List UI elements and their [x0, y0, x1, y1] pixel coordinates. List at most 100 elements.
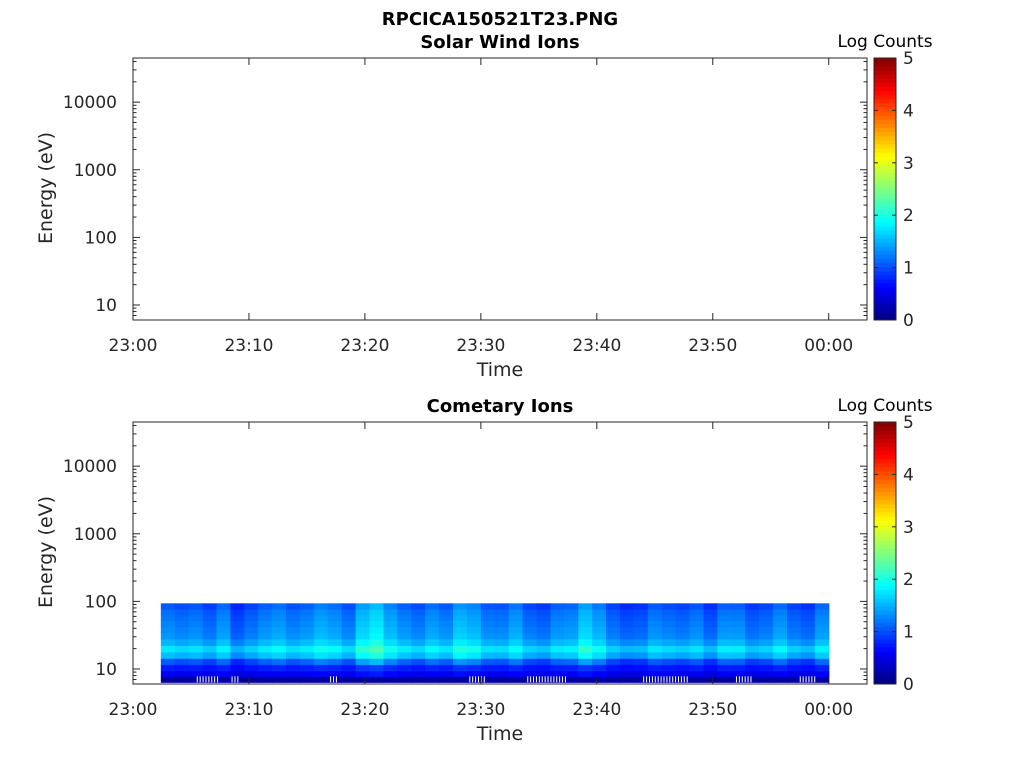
heatmap-cell [425, 645, 440, 653]
colorbar-segment [874, 164, 896, 169]
heatmap-cell [216, 658, 232, 665]
colorbar-tick-label: 4 [903, 101, 914, 121]
heatmap-cell [578, 603, 593, 610]
colorbar-segment [874, 152, 896, 157]
heatmap-cell [286, 626, 301, 634]
data-gap-mark [799, 676, 801, 683]
colorbar-segment [874, 524, 896, 529]
heatmap-cell [786, 658, 802, 665]
heatmap-cell [341, 645, 357, 653]
heatmap-cell [188, 664, 204, 672]
colorbar-tick-label: 1 [903, 623, 914, 643]
y-tick-label: 10000 [63, 93, 117, 113]
colorbar-segment [874, 618, 896, 623]
colorbar-segment [874, 569, 896, 574]
heatmap-cell [773, 603, 788, 610]
heatmap-cell [717, 645, 732, 653]
heatmap-cell [327, 670, 343, 678]
colorbar-segment [874, 156, 896, 161]
heatmap-cell [689, 632, 705, 640]
heatmap-cell [494, 670, 510, 678]
heatmap-cell [703, 658, 719, 665]
heatmap-cell [508, 651, 524, 659]
heatmap-cell [480, 609, 496, 616]
heatmap-cell [397, 676, 412, 683]
y-tick-label: 10000 [63, 457, 117, 477]
heatmap-cell [592, 651, 607, 659]
heatmap-cell [550, 664, 565, 672]
heatmap-cell [299, 620, 315, 628]
heatmap-cell [369, 614, 385, 621]
data-gap-mark [477, 676, 479, 683]
heatmap-cell [675, 614, 691, 621]
heatmap-cell [160, 676, 176, 683]
heatmap-cell [244, 638, 259, 646]
heatmap-cell [272, 651, 287, 659]
heatmap-cell [661, 651, 677, 659]
colorbar-tick-label: 0 [903, 675, 914, 695]
data-gap-mark [643, 676, 645, 683]
data-gap-mark [738, 676, 740, 683]
colorbar-frame [873, 57, 897, 321]
colorbar-segment [874, 536, 896, 542]
heatmap-cell [202, 645, 218, 653]
y-tick-label: 1000 [74, 161, 117, 181]
heatmap-cell [717, 676, 732, 683]
colorbar-segment [874, 462, 896, 468]
heatmap-cell [814, 676, 830, 683]
colorbar-segment [874, 438, 896, 443]
heatmap-cell [411, 658, 426, 665]
heatmap-cell [202, 664, 218, 672]
heatmap-cell [230, 670, 245, 678]
heatmap-cell [383, 626, 398, 634]
heatmap-cell [202, 609, 218, 616]
x-axis-label: Time [476, 723, 524, 745]
heatmap-cell [606, 664, 621, 672]
heatmap-cell [759, 670, 774, 678]
heatmap-cell [689, 626, 705, 634]
solar-wind-panel: Solar Wind Ions 23:00 23:10 23:20 23:30 23:4… [35, 32, 933, 381]
heatmap-cell [689, 676, 705, 683]
plot-area: 23:00 23:10 23:20 23:30 23:40 23:50 00:00 10 100… [63, 421, 868, 720]
data-gap-mark [741, 676, 743, 683]
colorbar-segment [874, 86, 896, 92]
heatmap-cell [731, 664, 746, 672]
colorbar-segment [874, 119, 896, 124]
heatmap-cell [258, 620, 273, 628]
heatmap-cell [299, 645, 315, 653]
colorbar-segment [874, 62, 896, 67]
heatmap-cell [327, 620, 343, 628]
heatmap-cell [606, 651, 621, 659]
heatmap-cell [258, 670, 273, 678]
heatmap-cell [647, 620, 663, 628]
heatmap-cell [453, 664, 468, 672]
heatmap-cell [466, 632, 482, 640]
heatmap-cell [578, 664, 593, 672]
heatmap-cell [383, 632, 398, 640]
heatmap-cell [745, 609, 760, 616]
heatmap-cell [675, 670, 691, 678]
heatmap-cell [369, 632, 385, 640]
heatmap-cell [439, 676, 454, 683]
heatmap-cell [286, 609, 301, 616]
heatmap-cell [731, 609, 746, 616]
data-gap-mark [651, 676, 653, 683]
heatmap-cell [564, 651, 579, 659]
heatmap-cell [814, 609, 830, 616]
heatmap-cell [689, 638, 705, 646]
heatmap-cell [411, 670, 426, 678]
heatmap-cell [425, 609, 440, 616]
colorbar-segment [874, 189, 896, 194]
heatmap-cell [174, 651, 190, 659]
heatmap-cell [717, 638, 732, 646]
y-tick-label: 100 [85, 592, 117, 612]
heatmap-cell [703, 645, 719, 653]
heatmap-cell [633, 664, 649, 672]
heatmap-cell [731, 632, 746, 640]
heatmap-cell [606, 638, 621, 646]
heatmap-cell [800, 676, 816, 683]
heatmap-cell [633, 603, 649, 610]
heatmap-cell [272, 614, 287, 621]
heatmap-cell [480, 614, 496, 621]
heatmap-cell [188, 645, 204, 653]
